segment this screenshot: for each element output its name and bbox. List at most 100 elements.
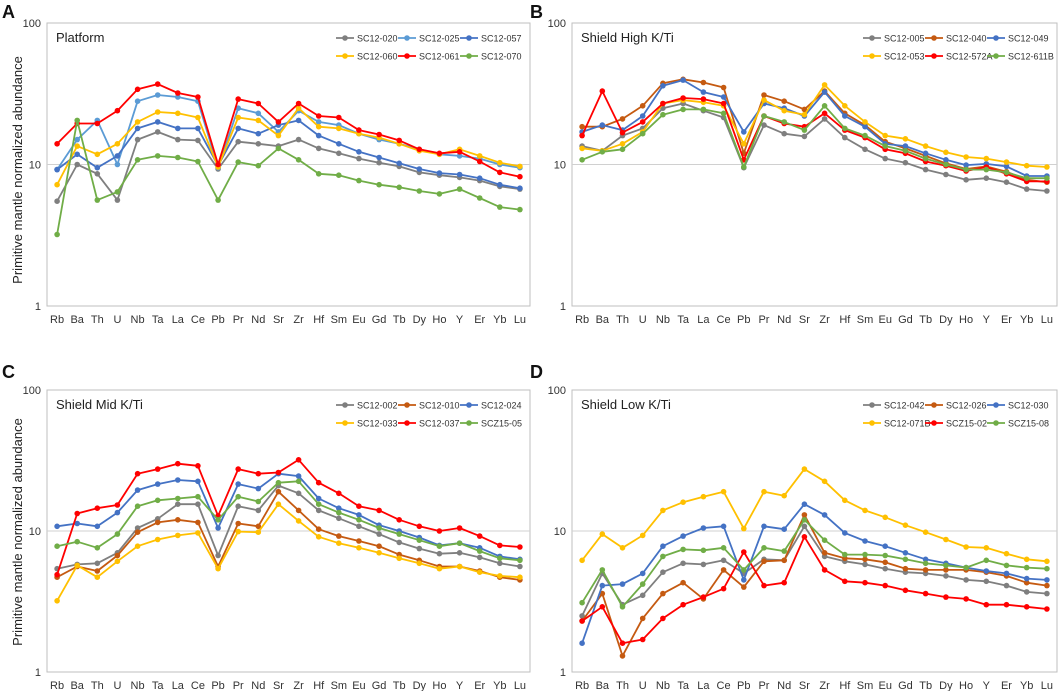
data-point [114,197,121,203]
x-tick-label: Hf [839,680,851,691]
data-point [195,125,201,132]
x-tick-label: Dy [939,314,953,326]
data-point [476,548,483,554]
data-point [376,507,382,514]
data-point [195,94,201,100]
data-point [599,88,606,94]
data-point [356,127,362,133]
data-point [376,543,382,549]
data-point [619,604,626,610]
data-point [821,537,828,543]
x-tick-label: Ho [959,680,973,691]
data-point [801,517,808,523]
data-point [54,543,60,549]
data-point [882,143,888,149]
data-point [235,105,241,111]
y-tick-label: 1 [35,301,41,313]
x-tick-label: Dy [413,680,427,691]
data-point [74,117,80,124]
x-tick-label: Gd [372,680,387,691]
data-point [54,166,60,173]
x-tick-label: Th [616,314,629,326]
data-point [700,106,707,113]
legend-swatch-marker [404,402,410,408]
series-sc12-033 [54,501,523,604]
data-point [922,567,929,573]
data-point [902,556,909,563]
x-tick-label: Ta [152,314,165,326]
data-point [902,148,909,154]
data-point [255,470,262,477]
data-point [639,615,646,622]
legend-swatch-marker [466,35,472,41]
data-point [1003,570,1010,577]
data-point [1044,175,1050,181]
data-point [94,151,101,158]
series-line [56,83,521,178]
data-point [680,95,686,101]
data-point [862,579,868,586]
data-point [54,231,60,238]
data-point [1003,179,1010,185]
data-point [235,138,241,145]
data-point [134,525,141,531]
data-point [376,159,382,166]
data-point [456,550,463,556]
data-point [94,164,101,171]
legend-label: SCZ15-08 [1008,419,1049,429]
data-point [680,106,686,113]
series-scz15-05 [54,478,523,564]
data-point [74,520,80,527]
data-point [660,590,666,597]
data-point [356,155,362,162]
data-point [517,557,523,564]
data-point [94,171,101,177]
data-point [134,98,141,104]
x-tick-label: Ta [152,680,165,691]
data-point [842,113,848,119]
data-point [842,497,848,504]
x-tick-label: Nd [777,314,791,326]
data-point [114,552,121,559]
data-point [700,79,707,86]
data-point [295,117,302,124]
data-point [761,122,767,128]
legend-label: SC12-060 [357,52,398,62]
data-point [94,574,101,580]
data-point [680,546,686,553]
data-point [215,552,221,559]
x-tick-label: Ba [70,680,84,691]
data-point [336,515,342,522]
data-point [114,107,121,114]
legend-item: SC12-005 [863,34,925,44]
series-sc12-026 [579,512,1050,659]
data-point [700,561,707,568]
data-point [842,103,848,109]
data-point [821,82,828,88]
data-point [882,132,888,139]
data-point [517,563,523,570]
data-point [134,529,141,535]
data-point [436,565,443,572]
data-point [1003,159,1010,165]
legend-swatch-marker [466,53,472,59]
legend-label: SC12-053 [884,52,925,62]
data-point [639,592,646,599]
data-point [74,161,80,168]
data-point [1044,606,1050,612]
data-point [336,150,342,157]
x-tick-label: Yb [1020,680,1033,691]
legend-label: SC12-071B [884,419,931,429]
data-point [497,542,503,549]
panel-title: Platform [56,30,104,45]
data-point [619,146,626,153]
data-point [579,613,585,619]
series-line [581,102,1047,192]
data-point [255,100,262,107]
data-point [175,125,181,132]
data-point [983,166,990,173]
data-point [416,560,423,567]
data-point [619,581,626,587]
data-point [700,594,707,600]
